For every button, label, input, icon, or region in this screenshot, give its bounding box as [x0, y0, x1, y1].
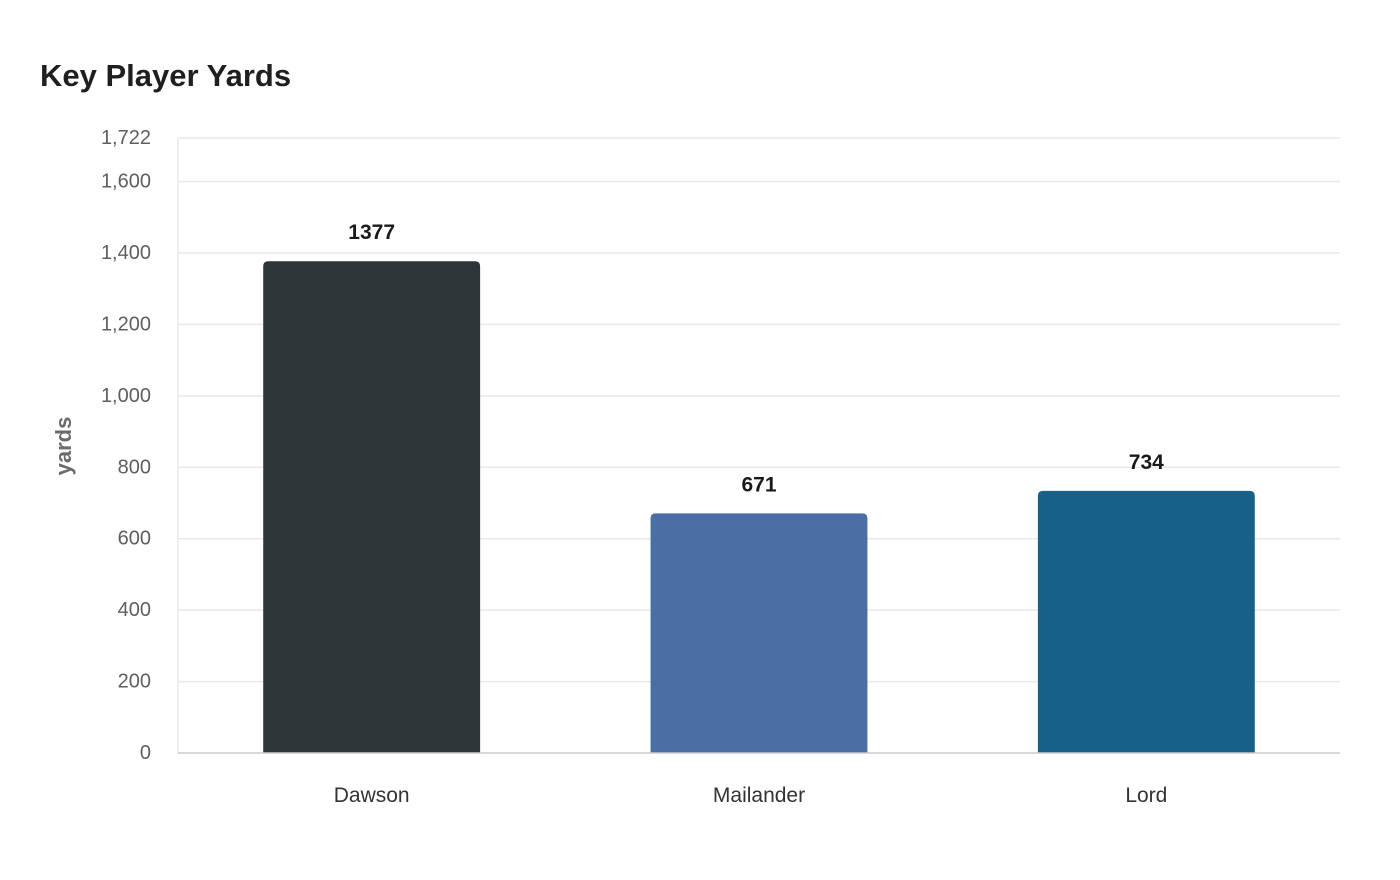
y-tick-label: 1,000 — [101, 385, 151, 407]
y-tick-label: 1,722 — [101, 127, 151, 149]
x-tick-label: Dawson — [334, 784, 410, 807]
x-tick-label: Lord — [1125, 784, 1167, 807]
data-label: 734 — [1129, 451, 1164, 474]
bar-mailander — [650, 513, 868, 753]
label-layer: 0 200 400 600 800 1,000 1,200 1,400 1,600 1,722 13… — [101, 127, 1167, 807]
bar-dawson — [263, 261, 481, 753]
y-tick-label: 0 — [140, 742, 151, 764]
data-label: 671 — [741, 473, 776, 496]
y-tick-label: 600 — [118, 528, 151, 550]
x-tick-label: Mailander — [713, 784, 805, 807]
axis-layer — [177, 138, 1340, 754]
y-tick-label: 800 — [118, 456, 151, 478]
bar-lord — [1037, 490, 1255, 753]
y-axis-title: yards — [51, 417, 76, 476]
y-tick-label: 200 — [118, 671, 151, 693]
y-tick-label: 1,400 — [101, 242, 151, 264]
y-tick-label: 1,600 — [101, 171, 151, 193]
bar-layer — [263, 261, 1255, 753]
chart-title: Key Player Yards — [40, 58, 292, 93]
y-tick-label: 400 — [118, 599, 151, 621]
y-tick-label: 1,200 — [101, 313, 151, 335]
data-label: 1377 — [348, 221, 395, 244]
